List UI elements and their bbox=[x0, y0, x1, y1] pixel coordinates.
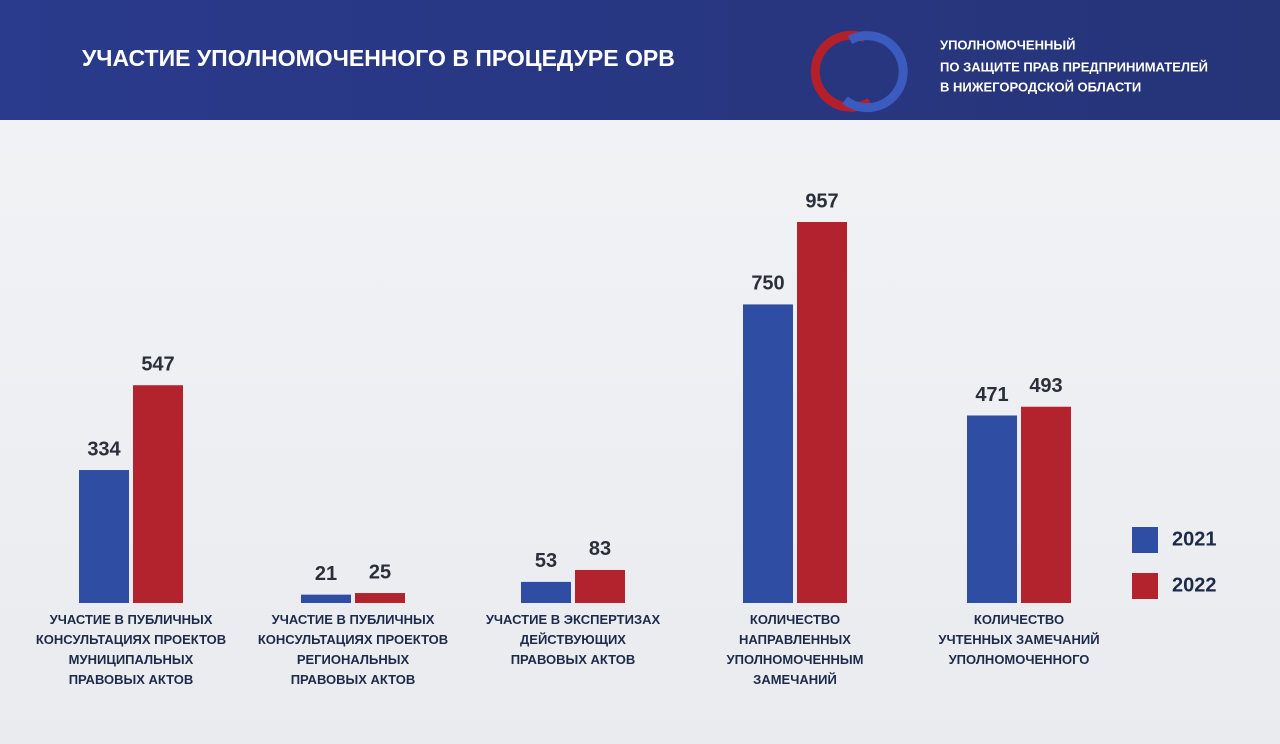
value-label: 53 bbox=[535, 550, 557, 572]
legend-swatch bbox=[1132, 573, 1158, 599]
bar bbox=[743, 304, 793, 603]
value-label: 471 bbox=[975, 384, 1008, 406]
bar bbox=[521, 581, 571, 603]
bar bbox=[79, 470, 129, 603]
bar bbox=[575, 569, 625, 603]
value-label: 21 bbox=[315, 563, 337, 585]
value-label: 547 bbox=[141, 354, 174, 376]
bar bbox=[1021, 406, 1071, 603]
bar bbox=[355, 593, 405, 603]
bar bbox=[797, 222, 847, 603]
bar bbox=[967, 415, 1017, 603]
category-label: КОЛИЧЕСТВО УЧТЕННЫХ ЗАМЕЧАНИЙ УПОЛНОМОЧЕ… bbox=[938, 612, 1100, 667]
bar bbox=[301, 594, 351, 603]
category-label: КОЛИЧЕСТВО НАПРАВЛЕННЫХ УПОЛНОМОЧЕННЫМ З… bbox=[726, 612, 864, 687]
category-label: УЧАСТИЕ В ЭКСПЕРТИЗАХ ДЕЙСТВУЮЩИХ ПРАВОВ… bbox=[485, 612, 661, 667]
org-line: ПО ЗАЩИТЕ ПРАВ ПРЕДПРИНИМАТЕЛЕЙ bbox=[940, 59, 1208, 74]
bar bbox=[133, 385, 183, 603]
logo bbox=[810, 30, 908, 113]
value-label: 750 bbox=[751, 273, 784, 295]
legend-label: 2022 bbox=[1172, 574, 1217, 596]
value-label: 83 bbox=[589, 538, 611, 560]
category-label: УЧАСТИЕ В ПУБЛИЧНЫХ КОНСУЛЬТАЦИЯХ ПРОЕКТ… bbox=[35, 612, 227, 687]
value-label: 957 bbox=[805, 190, 838, 212]
value-label: 25 bbox=[369, 561, 391, 583]
value-label: 334 bbox=[87, 438, 121, 460]
chart-title: УЧАСТИЕ УПОЛНОМОЧЕННОГО В ПРОЦЕДУРЕ ОРВ bbox=[82, 45, 675, 71]
legend-label: 2021 bbox=[1172, 528, 1217, 550]
legend-swatch bbox=[1132, 527, 1158, 553]
org-line: УПОЛНОМОЧЕННЫЙ bbox=[940, 37, 1075, 52]
header-bar bbox=[0, 0, 1280, 120]
org-line: В НИЖЕГОРОДСКОЙ ОБЛАСТИ bbox=[940, 79, 1141, 94]
category-label: УЧАСТИЕ В ПУБЛИЧНЫХ КОНСУЛЬТАЦИЯХ ПРОЕКТ… bbox=[257, 612, 449, 687]
value-label: 493 bbox=[1029, 375, 1062, 397]
